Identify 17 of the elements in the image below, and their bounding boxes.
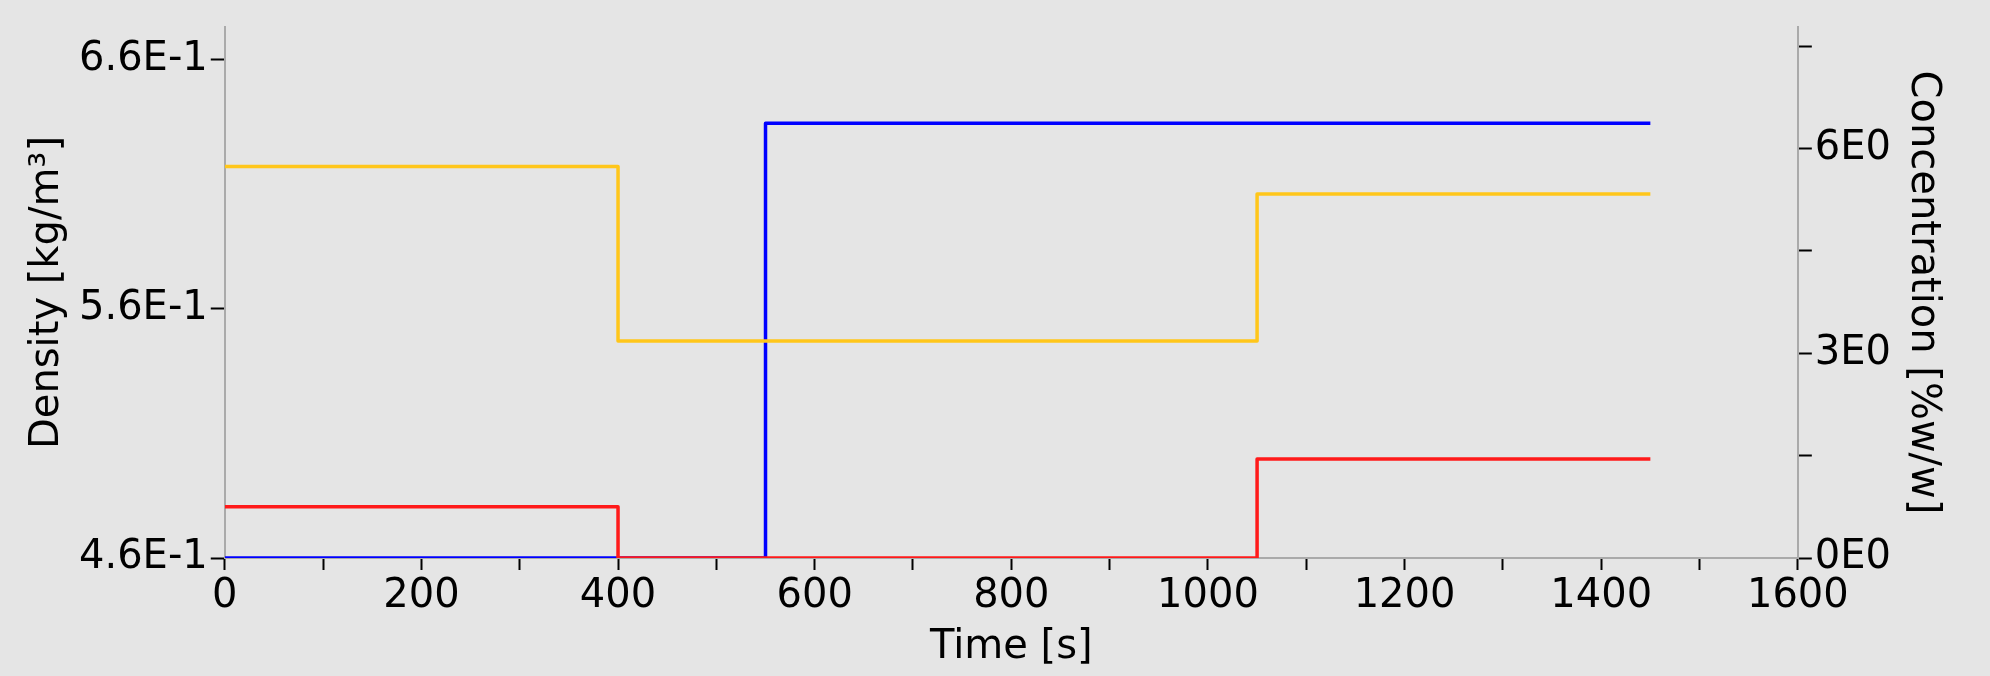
y2-tick-label: 6E0 xyxy=(1814,121,1891,168)
y-tick-label: 6.6E-1 xyxy=(78,32,208,79)
x-tick-label: 200 xyxy=(383,570,460,617)
x-tick-label: 1200 xyxy=(1353,570,1456,617)
y2-axis-title: Concentration [%w/w] xyxy=(1902,70,1949,515)
x-tick-label: 1000 xyxy=(1157,570,1259,617)
x-tick-label: 1600 xyxy=(1746,570,1849,617)
x-tick-label: 400 xyxy=(579,570,657,617)
x-tick-label: 1400 xyxy=(1550,570,1653,617)
x-tick-label: 800 xyxy=(973,570,1050,617)
y-tick-label: 4.6E-1 xyxy=(78,531,208,578)
y2-tick-label: 3E0 xyxy=(1814,326,1891,373)
x-tick-label: 600 xyxy=(776,570,853,617)
x-tick-label: 0 xyxy=(212,570,238,617)
y-axis-title: Density [kg/m³] xyxy=(21,135,68,450)
x-axis-title: Time [s] xyxy=(928,621,1093,668)
y-tick-label: 5.6E-1 xyxy=(78,282,208,329)
